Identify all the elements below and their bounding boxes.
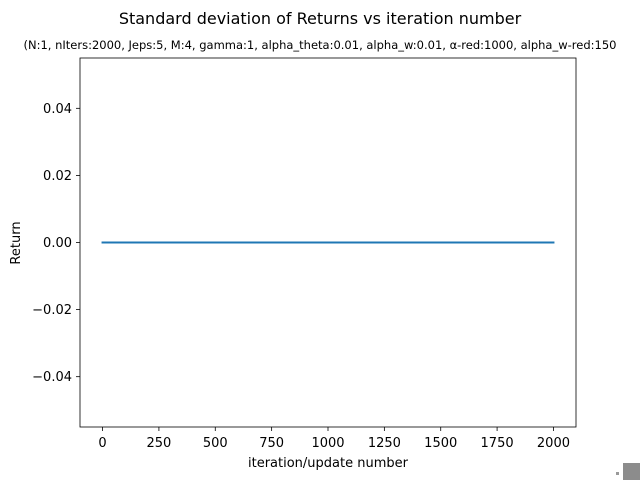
y-tick-label: 0.00 (43, 236, 72, 251)
x-tick-label: 500 (203, 436, 228, 451)
plot-area: 0 250 500 750 1000 1250 1500 1750 2000 −0.04 −0.02… (32, 57, 577, 451)
x-axis-label: iteration/update number (248, 456, 409, 471)
x-tick-label: 1500 (424, 436, 457, 451)
x-tick-label: 1250 (368, 436, 401, 451)
x-tick-label: 750 (259, 436, 284, 451)
y-tick-label: 0.04 (43, 102, 72, 117)
y-tick-label: −0.04 (32, 370, 72, 385)
chart-subtitle: (N:1, nIters:2000, Jeps:5, M:4, gamma:1,… (24, 38, 617, 52)
x-tick-label: 1750 (481, 436, 514, 451)
x-tick-label: 0 (98, 436, 106, 451)
x-tick-label: 250 (146, 436, 171, 451)
y-axis-label: Return (9, 221, 24, 264)
resize-grip[interactable] (623, 463, 640, 480)
y-tick-label: −0.02 (32, 303, 72, 318)
x-tick-label: 1000 (311, 436, 344, 451)
resize-grip-dot (616, 472, 619, 475)
x-tick-label: 2000 (537, 436, 570, 451)
y-tick-label: 0.02 (43, 169, 72, 184)
chart-title: Standard deviation of Returns vs iterati… (119, 9, 522, 28)
